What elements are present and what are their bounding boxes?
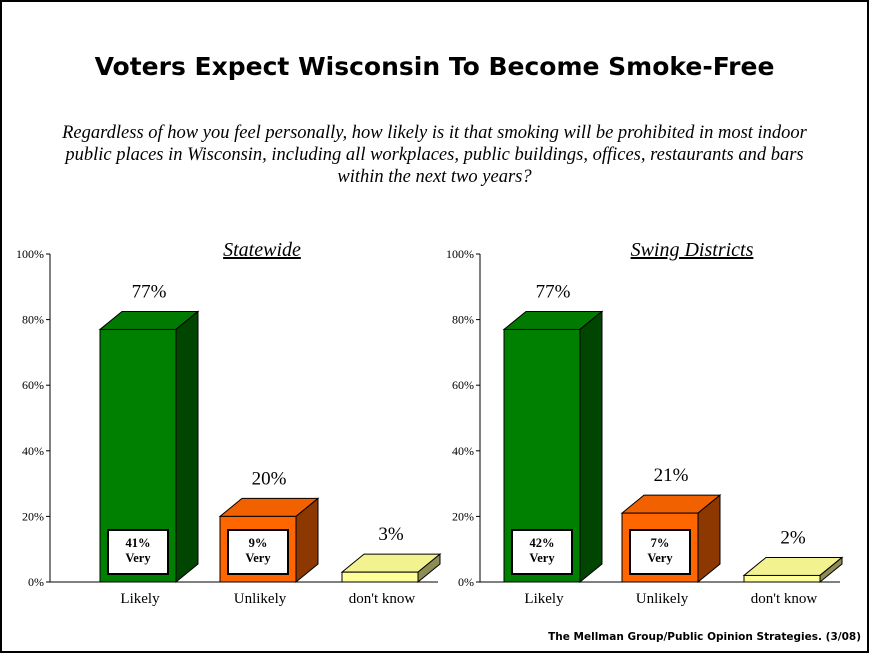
- y-tick-label: 100%: [16, 247, 44, 261]
- bar-don-t-know: [742, 556, 844, 584]
- very-box: [107, 529, 169, 575]
- very-label: 41%: [126, 536, 151, 550]
- x-tick-label: Unlikely: [234, 591, 287, 607]
- y-tick-label: 60%: [22, 378, 44, 392]
- bar-front: [743, 574, 821, 583]
- y-tick-label: 80%: [452, 313, 474, 327]
- very-box: [227, 529, 289, 575]
- data-label: 21%: [654, 465, 689, 486]
- bar-don-t-know: [340, 553, 442, 584]
- bar-front: [341, 571, 419, 583]
- source-note: The Mellman Group/Public Opinion Strateg…: [548, 631, 861, 643]
- x-tick-label: Likely: [524, 591, 564, 607]
- y-tick-label: 40%: [452, 444, 474, 458]
- x-tick-label: don't know: [349, 591, 416, 607]
- very-label: Very: [125, 551, 151, 565]
- very-label: Very: [245, 551, 271, 565]
- chart-swing-districts: Swing Districts0%20%40%60%80%100%77%42%V…: [446, 239, 844, 607]
- y-tick-label: 20%: [452, 509, 474, 523]
- data-label: 2%: [780, 527, 806, 548]
- y-tick-label: 20%: [22, 509, 44, 523]
- y-tick-label: 0%: [458, 575, 474, 589]
- bar-side: [175, 310, 199, 584]
- chart-title: Statewide: [223, 239, 301, 261]
- page-title: Voters Expect Wisconsin To Become Smoke-…: [94, 52, 775, 81]
- x-tick-label: don't know: [751, 591, 818, 607]
- data-label: 20%: [252, 468, 287, 489]
- data-label: 3%: [378, 524, 404, 545]
- x-tick-label: Likely: [120, 591, 160, 607]
- very-label: Very: [647, 551, 673, 565]
- y-tick-label: 40%: [22, 444, 44, 458]
- data-label: 77%: [536, 281, 571, 302]
- very-label: 9%: [249, 536, 268, 550]
- survey-question: Regardless of how you feel personally, h…: [62, 123, 807, 187]
- y-tick-label: 0%: [28, 575, 44, 589]
- very-box: [629, 529, 691, 575]
- very-label: 42%: [530, 536, 555, 550]
- y-tick-label: 60%: [452, 378, 474, 392]
- very-box: [511, 529, 573, 575]
- chart-statewide: Statewide0%20%40%60%80%100%77%41%VeryLik…: [16, 239, 442, 607]
- bar-side: [579, 310, 603, 584]
- very-label: 7%: [651, 536, 670, 550]
- x-tick-label: Unlikely: [636, 591, 689, 607]
- very-label: Very: [529, 551, 555, 565]
- data-label: 77%: [132, 281, 167, 302]
- y-tick-label: 80%: [22, 313, 44, 327]
- chart-title: Swing Districts: [631, 239, 754, 261]
- y-tick-label: 100%: [446, 247, 474, 261]
